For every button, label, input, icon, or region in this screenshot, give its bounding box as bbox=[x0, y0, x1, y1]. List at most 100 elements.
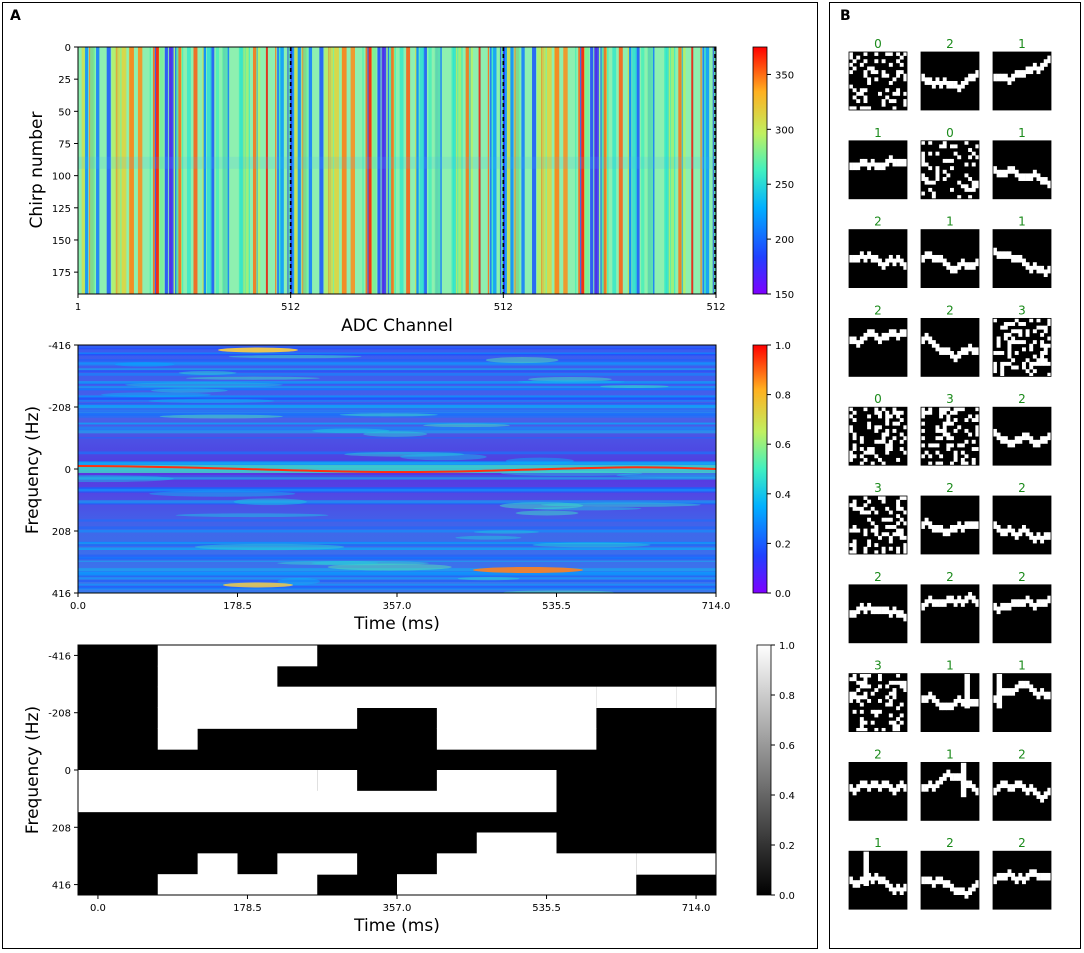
thumbnail bbox=[920, 850, 980, 910]
colorbar-tick-label: 200 bbox=[775, 235, 794, 246]
thumbnail-label: 3 bbox=[946, 392, 954, 406]
colorbar-tick-label: 150 bbox=[775, 290, 794, 301]
thumbnail bbox=[992, 140, 1052, 200]
colorbar-tick-label: 0.6 bbox=[775, 440, 791, 451]
thumbnail-label: 1 bbox=[946, 747, 954, 761]
binary-cell bbox=[676, 686, 716, 708]
binary-cell bbox=[436, 728, 597, 750]
y-tick-label: 75 bbox=[58, 139, 71, 150]
y-tick-label: 0 bbox=[65, 766, 71, 777]
adc-colorbar bbox=[752, 46, 768, 295]
spectrogram-colorbar bbox=[752, 344, 768, 594]
y-tick-label: 125 bbox=[52, 204, 71, 215]
x-tick-label: 357.0 bbox=[383, 601, 412, 612]
y-tick-label: -416 bbox=[48, 341, 71, 352]
thumbnail-label: 2 bbox=[874, 215, 882, 229]
y-tick-label: -208 bbox=[48, 709, 71, 720]
thumbnail-label: 2 bbox=[1018, 747, 1026, 761]
thumbnail-label: 1 bbox=[874, 126, 882, 140]
thumbnail bbox=[920, 495, 980, 555]
binary-cell bbox=[157, 645, 318, 667]
thumbnail bbox=[848, 229, 908, 289]
thumbnail bbox=[848, 317, 908, 377]
colorbar-tick-label: 0.4 bbox=[779, 791, 795, 802]
colorbar-tick-label: 0.8 bbox=[779, 691, 795, 702]
x-tick-label: 1 bbox=[75, 302, 81, 313]
colorbar-tick-label: 250 bbox=[775, 180, 794, 191]
binary-xlabel: Time (ms) bbox=[353, 916, 440, 936]
thumbnail bbox=[920, 229, 980, 289]
y-tick-label: 25 bbox=[58, 75, 71, 86]
x-tick-label: 512 bbox=[706, 302, 725, 313]
binary-cell bbox=[78, 790, 557, 813]
binary-ylabel: Frequency (Hz) bbox=[23, 706, 43, 834]
thumbnail-label: 2 bbox=[946, 303, 954, 317]
thumbnail-label: 0 bbox=[946, 126, 954, 140]
x-tick-label: 178.5 bbox=[233, 903, 262, 914]
y-tick-label: 208 bbox=[52, 823, 71, 834]
panel-b-label: B bbox=[840, 8, 851, 24]
colorbar-tick-label: 0.4 bbox=[775, 490, 791, 501]
thumbnail-label: 2 bbox=[874, 747, 882, 761]
y-tick-label: 100 bbox=[52, 172, 71, 183]
thumbnail bbox=[920, 140, 980, 200]
thumbnail bbox=[992, 317, 1052, 377]
thumbnail bbox=[992, 850, 1052, 910]
thumbnail bbox=[920, 51, 980, 111]
binary-cell bbox=[197, 853, 238, 875]
panel-a-label: A bbox=[10, 8, 21, 24]
y-tick-label: 208 bbox=[52, 527, 71, 538]
thumbnail bbox=[848, 850, 908, 910]
thumbnail-label: 0 bbox=[874, 37, 882, 51]
binary-cell bbox=[277, 853, 358, 875]
thumbnail bbox=[992, 673, 1052, 732]
thumbnail bbox=[992, 51, 1052, 111]
thumbnail bbox=[992, 229, 1052, 289]
binary-cell bbox=[317, 770, 358, 792]
binary-cell bbox=[157, 874, 238, 896]
thumbnail-label: 1 bbox=[874, 836, 882, 850]
spectrogram-xlabel: Time (ms) bbox=[353, 614, 440, 634]
y-tick-label: 416 bbox=[52, 881, 71, 892]
colorbar-tick-label: 0.0 bbox=[779, 891, 795, 902]
binary-cell bbox=[157, 665, 278, 688]
thumbnail bbox=[920, 762, 980, 821]
panel-b-grid: 0 2 1 1 0 1 2 1 1 2 2 3 0 3 2 3 2 2 2 2 2 3 1 1 2 1 2 1 2 2 bbox=[848, 37, 1052, 910]
thumbnail-label: 3 bbox=[874, 481, 882, 495]
colorbar-tick-label: 0.6 bbox=[779, 741, 795, 752]
binary-cell bbox=[397, 874, 637, 896]
x-tick-label: 512 bbox=[494, 302, 513, 313]
x-tick-label: 535.5 bbox=[542, 601, 571, 612]
y-tick-label: -208 bbox=[48, 403, 71, 414]
binary-cell bbox=[436, 853, 637, 875]
binary-cell bbox=[237, 686, 397, 708]
x-tick-label: 178.5 bbox=[223, 601, 252, 612]
binary-cell bbox=[436, 770, 557, 792]
binary-cell bbox=[78, 770, 318, 792]
thumbnail-label: 2 bbox=[1018, 481, 1026, 495]
y-tick-label: 175 bbox=[52, 268, 71, 279]
thumbnail bbox=[920, 673, 980, 732]
colorbar-tick-label: 1.0 bbox=[779, 641, 795, 652]
thumbnail bbox=[992, 495, 1052, 555]
colorbar-tick-label: 350 bbox=[775, 70, 794, 81]
adc-xlabel: ADC Channel bbox=[341, 316, 453, 336]
thumbnail-label: 1 bbox=[1018, 126, 1026, 140]
y-tick-label: 416 bbox=[52, 589, 71, 600]
thumbnail-label: 2 bbox=[946, 481, 954, 495]
colorbar-tick-label: 0.2 bbox=[779, 841, 795, 852]
binary-cell bbox=[237, 874, 318, 896]
thumbnail-label: 2 bbox=[1018, 570, 1026, 584]
binary-colorbar bbox=[756, 644, 772, 896]
thumbnail-label: 2 bbox=[946, 836, 954, 850]
y-tick-label: 150 bbox=[52, 236, 71, 247]
adc-ylabel: Chirp number bbox=[27, 112, 47, 229]
thumbnail bbox=[992, 406, 1052, 466]
binary-cell bbox=[157, 707, 358, 729]
y-tick-label: -416 bbox=[48, 651, 71, 662]
x-tick-label: 714.0 bbox=[702, 601, 731, 612]
thumbnail bbox=[992, 762, 1052, 821]
binary-cell bbox=[636, 853, 716, 875]
x-tick-label: 0.0 bbox=[70, 601, 86, 612]
thumbnail-label: 2 bbox=[946, 37, 954, 51]
